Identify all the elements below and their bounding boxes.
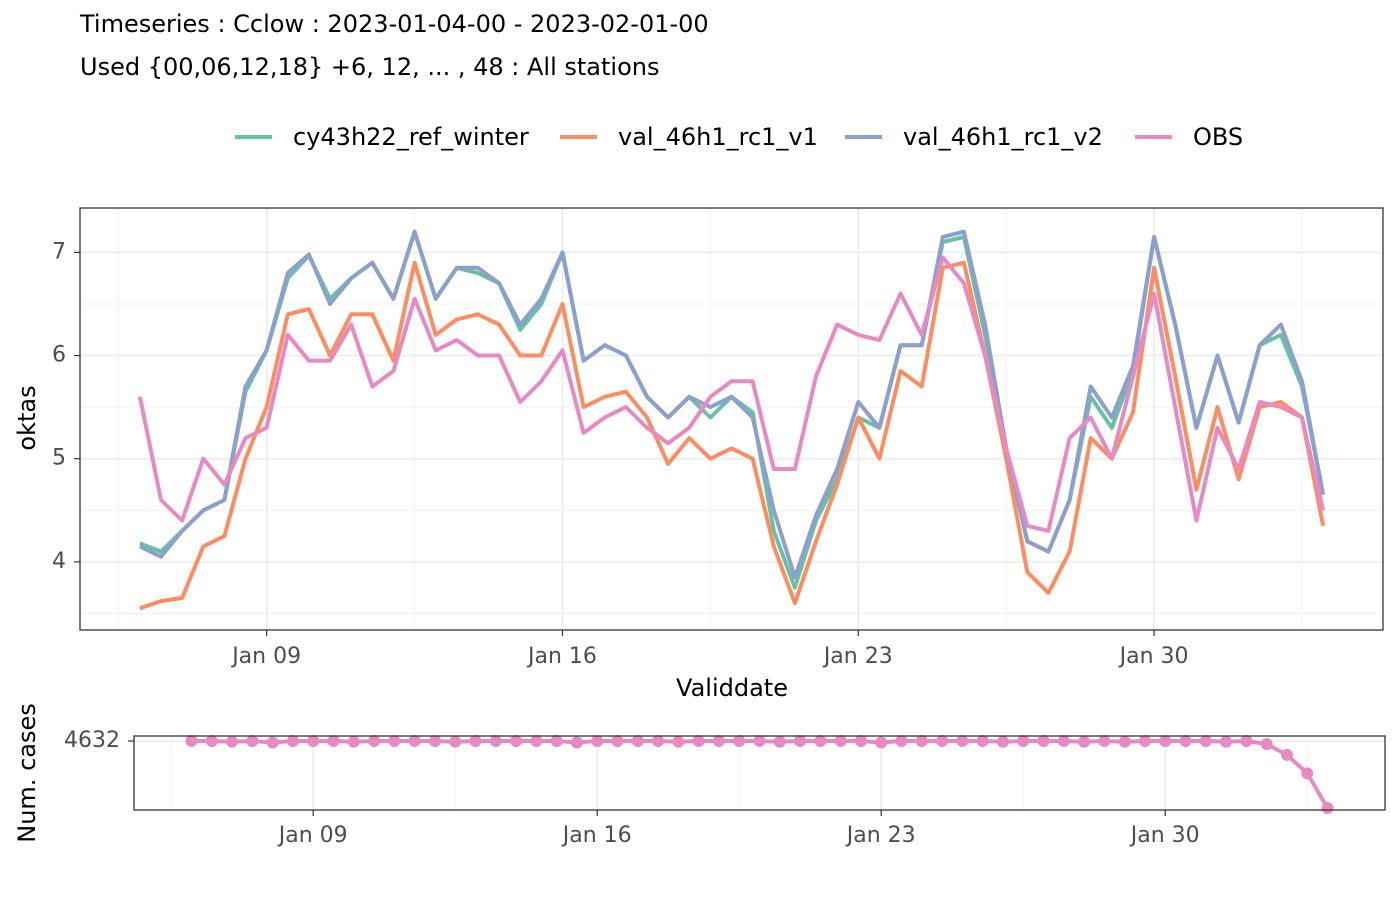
panel-border xyxy=(79,207,1384,631)
point xyxy=(733,735,746,748)
x-tick-label: Jan 09 xyxy=(277,823,348,848)
point xyxy=(652,735,665,748)
point xyxy=(530,735,543,748)
point xyxy=(996,735,1009,748)
panel-background xyxy=(80,208,1383,630)
point xyxy=(246,735,259,748)
point xyxy=(1118,735,1131,748)
panel-border xyxy=(133,735,1386,811)
panel-background xyxy=(134,736,1385,810)
point xyxy=(1301,767,1314,780)
point xyxy=(1057,735,1070,748)
point xyxy=(1280,748,1293,761)
panel xyxy=(134,735,1385,814)
point xyxy=(1138,735,1151,748)
chart-subtitle: Used {00,06,12,18} +6, 12, ... , 48 : Al… xyxy=(80,53,659,81)
series-line xyxy=(137,255,1326,533)
point xyxy=(1159,735,1172,748)
point xyxy=(875,736,888,749)
point xyxy=(266,736,279,749)
point xyxy=(895,735,908,748)
x-axis-title: Validdate xyxy=(676,674,788,702)
point xyxy=(672,735,685,748)
point xyxy=(794,735,807,748)
point xyxy=(591,735,604,748)
point xyxy=(834,735,847,748)
x-tick-label: Jan 09 xyxy=(230,644,301,669)
x-tick-label: Jan 30 xyxy=(1118,644,1189,669)
point xyxy=(327,735,340,748)
point xyxy=(1321,801,1334,814)
point xyxy=(469,735,482,748)
series-line xyxy=(139,260,1326,611)
point xyxy=(936,735,949,748)
x-tick-label: Jan 16 xyxy=(561,823,632,848)
y-tick-label: 4632 xyxy=(64,728,120,753)
y-tick-label: 7 xyxy=(52,239,66,264)
x-tick-label: Jan 23 xyxy=(822,644,893,669)
point xyxy=(631,735,644,748)
point xyxy=(814,735,827,748)
point xyxy=(1240,735,1253,748)
legend-label: OBS xyxy=(1193,123,1243,151)
point xyxy=(185,735,198,748)
y-axis-title: Num. cases xyxy=(13,703,41,842)
point xyxy=(956,735,969,748)
point xyxy=(753,735,766,748)
point xyxy=(226,735,239,748)
point xyxy=(854,735,867,748)
x-tick-label: Jan 30 xyxy=(1129,823,1200,848)
point xyxy=(570,736,583,749)
x-tick-label: Jan 23 xyxy=(845,823,916,848)
point xyxy=(205,735,218,748)
y-axis-title: oktas xyxy=(13,385,41,450)
point xyxy=(388,735,401,748)
point xyxy=(1220,735,1233,748)
point xyxy=(368,735,381,748)
point xyxy=(692,735,705,748)
point xyxy=(1037,735,1050,748)
chart-title: Timeseries : Cclow : 2023-01-04-00 - 202… xyxy=(79,10,709,38)
point xyxy=(611,735,624,748)
point xyxy=(915,735,928,748)
y-tick-label: 4 xyxy=(52,549,66,574)
point xyxy=(1260,738,1273,751)
point xyxy=(489,735,502,748)
legend-label: val_46h1_rc1_v1 xyxy=(618,123,818,151)
point xyxy=(1179,735,1192,748)
point xyxy=(1017,735,1030,748)
point xyxy=(1199,735,1212,748)
point xyxy=(1078,735,1091,748)
point xyxy=(510,735,523,748)
point xyxy=(428,735,441,748)
y-tick-label: 5 xyxy=(52,446,66,471)
point xyxy=(408,735,421,748)
point xyxy=(286,735,299,748)
point xyxy=(712,735,725,748)
legend-label: val_46h1_rc1_v2 xyxy=(903,123,1103,151)
legend-label: cy43h22_ref_winter xyxy=(293,123,529,151)
point xyxy=(773,735,786,748)
point xyxy=(307,735,320,748)
point xyxy=(550,735,563,748)
point xyxy=(449,735,462,748)
y-tick-label: 6 xyxy=(52,343,66,368)
series-line xyxy=(139,229,1326,580)
point xyxy=(347,735,360,748)
point xyxy=(1098,735,1111,748)
panel xyxy=(80,208,1383,630)
x-tick-label: Jan 16 xyxy=(526,644,597,669)
point xyxy=(976,735,989,748)
